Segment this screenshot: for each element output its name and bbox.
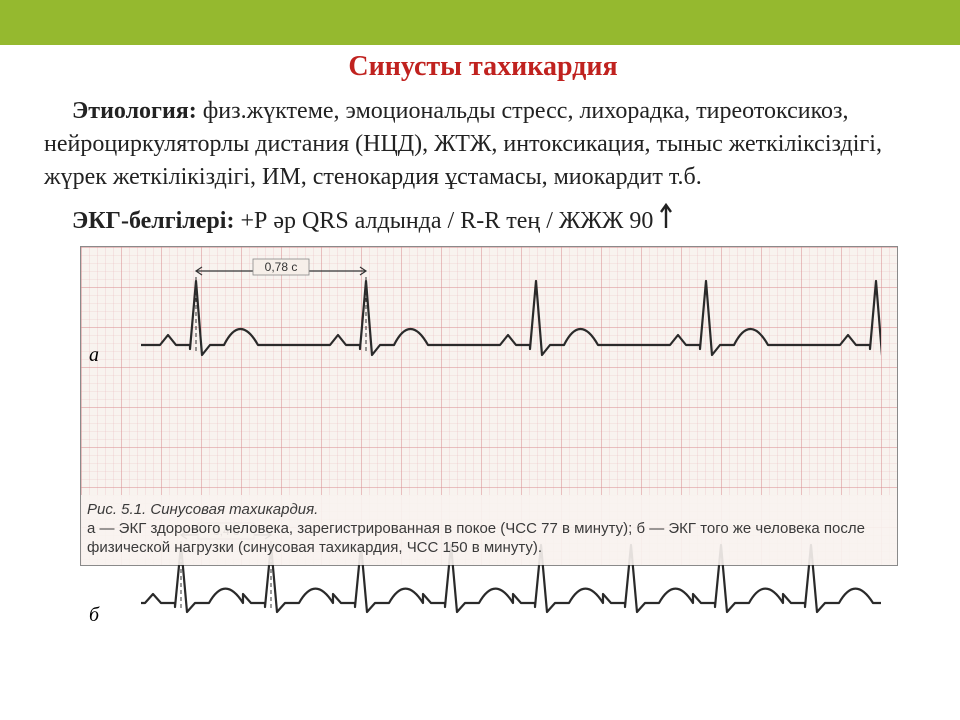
etiology-label: Этиология:: [72, 98, 197, 124]
ekg-text: +Р әр QRS алдында / R-R тең / ЖЖЖ 90: [234, 208, 653, 234]
ekg-label: ЭКГ-белгілері:: [72, 208, 234, 234]
ecg-row-label: б: [89, 604, 99, 627]
etiology-paragraph: Этиология: физ.жүктеме, эмоциональды стр…: [44, 95, 922, 194]
svg-text:0,78 c: 0,78 c: [265, 260, 298, 274]
slide-content: Синусты тахикардия Этиология: физ.жүктем…: [0, 45, 960, 572]
ecg-trace: 0,78 c: [141, 253, 881, 377]
up-arrow-icon: [659, 202, 673, 230]
ecg-row: а 0,78 c: [81, 247, 897, 377]
figure-wrap: а 0,78 c б 0,4 c Рис. 5.1. Синусовая тах…: [80, 246, 898, 566]
figure-caption: Рис. 5.1. Синусовая тахикардия.а — ЭКГ з…: [81, 495, 897, 565]
ecg-figure-panel: а 0,78 c б 0,4 c Рис. 5.1. Синусовая тах…: [80, 246, 898, 566]
ecg-row-label: а: [89, 344, 99, 367]
page-title: Синусты тахикардия: [44, 51, 922, 83]
ekg-signs-paragraph: ЭКГ-белгілері: +Р әр QRS алдында / R-R т…: [44, 202, 922, 238]
top-bar: [0, 0, 960, 45]
